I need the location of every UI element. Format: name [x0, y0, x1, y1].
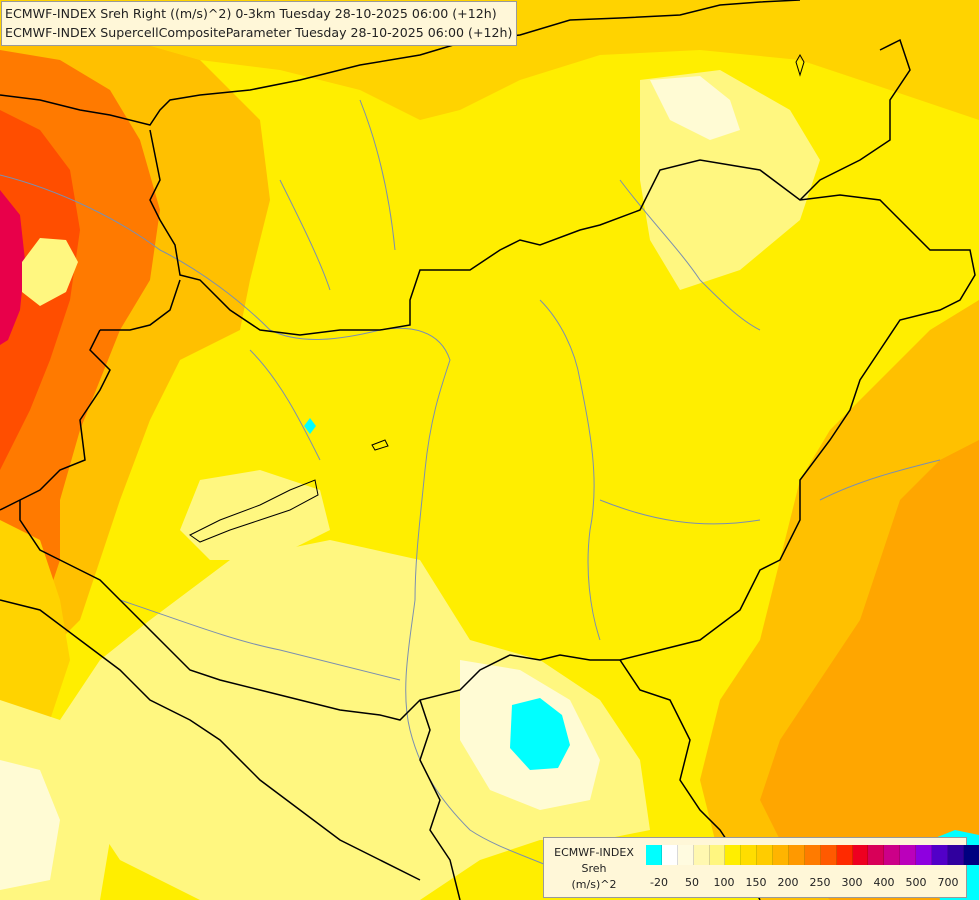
field-pale-center-west	[180, 470, 330, 560]
legend-swatch	[661, 845, 678, 865]
legend-swatch	[741, 845, 758, 865]
legend-swatch	[932, 845, 948, 865]
legend-label-line-3: (m/s)^2	[571, 878, 617, 891]
legend-tick-label: 150	[745, 876, 767, 889]
legend-ticks: -20 50 100 150 200 250 300 400 500 700	[646, 876, 966, 890]
field-cyan-small	[304, 418, 316, 434]
legend-swatch	[900, 845, 917, 865]
legend-swatch	[725, 845, 742, 865]
legend-tick-label: -20	[650, 876, 668, 889]
color-legend: ECMWF-INDEX Sreh (m/s)^2 -20 50 100 150 200 2…	[543, 837, 979, 898]
legend-swatch	[709, 845, 726, 865]
map-title-line-2: ECMWF-INDEX SupercellCompositeParameter …	[5, 25, 513, 40]
legend-swatch	[884, 845, 901, 865]
map-title-line-1: ECMWF-INDEX Sreh Right ((m/s)^2) 0-3km T…	[5, 6, 497, 21]
legend-swatches	[646, 845, 979, 865]
legend-swatch	[820, 845, 837, 865]
field-magenta-west	[0, 190, 25, 345]
legend-swatch	[773, 845, 790, 865]
field-cyan-south	[510, 698, 570, 770]
legend-swatch	[852, 845, 869, 865]
legend-tick-label: 100	[713, 876, 735, 889]
legend-swatch	[963, 845, 979, 865]
legend-label-line-2: Sreh	[581, 862, 607, 875]
legend-tick-label: 250	[809, 876, 831, 889]
legend-swatch	[789, 845, 805, 865]
legend-swatch	[868, 845, 885, 865]
legend-swatch	[804, 845, 821, 865]
legend-swatch	[836, 845, 853, 865]
legend-tick-label: 400	[873, 876, 895, 889]
legend-swatch	[916, 845, 933, 865]
legend-tick-label: 200	[777, 876, 799, 889]
field-orange-southwest	[0, 520, 70, 740]
legend-tick-label: 700	[937, 876, 959, 889]
legend-swatch	[693, 845, 710, 865]
field-orange-east-deep	[760, 440, 979, 900]
legend-tick-label: 300	[841, 876, 863, 889]
legend-swatch	[757, 845, 774, 865]
legend-swatch	[947, 845, 964, 865]
field-pale-spot-west	[22, 238, 78, 306]
legend-tick-label: 500	[905, 876, 927, 889]
legend-swatch	[646, 845, 662, 865]
legend-tick-label: 50	[685, 876, 699, 889]
legend-swatch	[677, 845, 694, 865]
map-title-box: ECMWF-INDEX Sreh Right ((m/s)^2) 0-3km T…	[1, 1, 518, 46]
field-very-pale-northeast	[650, 76, 740, 140]
lakes	[189, 53, 805, 543]
rivers	[0, 99, 941, 881]
field-very-pale-southwest-corner	[0, 760, 60, 890]
legend-label-line-1: ECMWF-INDEX	[554, 846, 634, 859]
